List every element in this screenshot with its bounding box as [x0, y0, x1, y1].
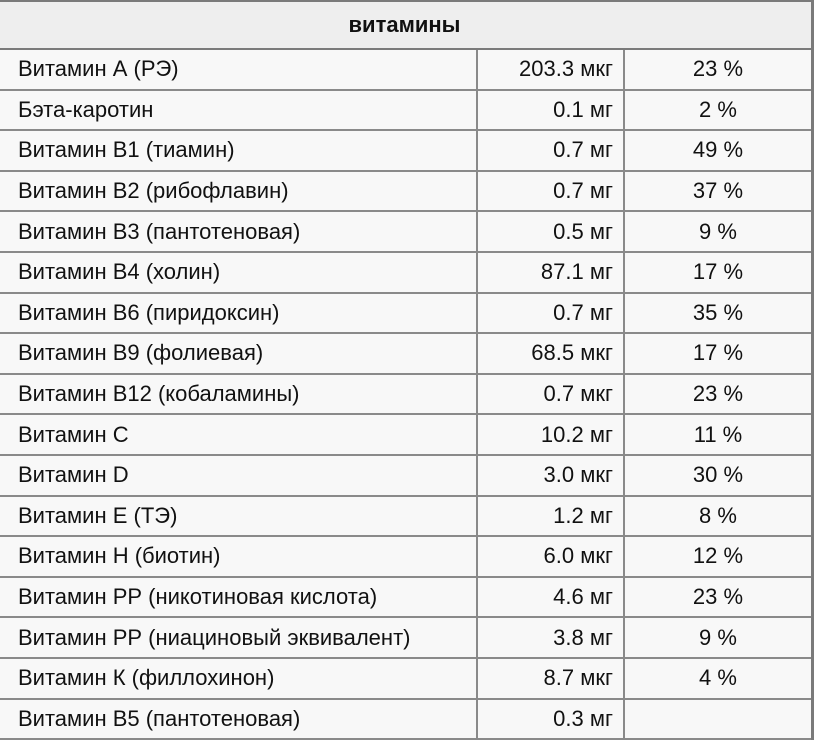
table-row: Витамин В4 (холин) 87.1 мг 17 % — [0, 251, 811, 294]
table-row: Витамин РР (ниациновый эквивалент) 3.8 мг… — [0, 617, 811, 659]
table-title: витамины — [0, 2, 811, 50]
vitamin-name-cell: Витамин Н (биотин) — [0, 536, 477, 578]
percent-cell: 12 % — [624, 536, 811, 578]
amount-cell: 68.5 мкг — [476, 333, 625, 375]
percent-cell: 23 % — [624, 49, 811, 91]
amount-cell: 10.2 мг — [476, 414, 625, 456]
percent-cell: 17 % — [624, 251, 811, 294]
amount-cell: 0.1 мг — [476, 89, 625, 132]
amount-cell: 1.2 мг — [476, 495, 625, 538]
table-row: Витамин В1 (тиамин) 0.7 мг 49 % — [0, 130, 811, 172]
percent-cell: 9 % — [624, 211, 811, 253]
amount-cell: 4.6 мг — [476, 576, 625, 619]
table-row: Витамин В12 (кобаламины) 0.7 мкг 23 % — [0, 373, 811, 416]
percent-cell: 9 % — [624, 617, 811, 659]
table-row: Витамин Е (ТЭ) 1.2 мг 8 % — [0, 495, 811, 538]
vitamin-name-cell: Витамин В3 (пантотеновая) — [0, 211, 477, 253]
vitamin-name-cell: Витамин С — [0, 414, 477, 456]
table-row: Витамин РР (никотиновая кислота) 4.6 мг 23… — [0, 576, 811, 619]
vitamin-name-cell: Витамин В5 (пантотеновая) — [0, 698, 477, 740]
percent-cell: 49 % — [624, 130, 811, 172]
amount-cell: 0.3 мг — [476, 698, 625, 740]
percent-cell: 8 % — [624, 495, 811, 538]
table-row: Витамин В5 (пантотеновая) 0.3 мг — [0, 698, 811, 740]
amount-cell: 3.0 мкг — [476, 454, 625, 497]
table-row: Витамин А (РЭ) 203.3 мкг 23 % — [0, 49, 811, 91]
amount-cell: 3.8 мг — [476, 617, 625, 659]
vitamin-name-cell: Витамин D — [0, 454, 477, 497]
percent-cell: 17 % — [624, 333, 811, 375]
vitamin-name-cell: Витамин РР (ниациновый эквивалент) — [0, 617, 477, 659]
percent-cell: 4 % — [624, 657, 811, 700]
percent-cell — [624, 698, 811, 740]
vitamin-name-cell: Витамин Е (ТЭ) — [0, 495, 477, 538]
amount-cell: 0.5 мг — [476, 211, 625, 253]
table-row: Витамин Н (биотин) 6.0 мкг 12 % — [0, 536, 811, 578]
amount-cell: 203.3 мкг — [476, 49, 625, 91]
vitamin-name-cell: Витамин К (филлохинон) — [0, 657, 477, 700]
vitamin-name-cell: Витамин В6 (пиридоксин) — [0, 292, 477, 335]
vitamin-name-cell: Витамин В4 (холин) — [0, 251, 477, 294]
percent-cell: 35 % — [624, 292, 811, 335]
vitamin-name-cell: Бэта-каротин — [0, 89, 477, 132]
vitamin-name-cell: Витамин В2 (рибофлавин) — [0, 170, 477, 213]
amount-cell: 6.0 мкг — [476, 536, 625, 578]
table-row: Витамин D 3.0 мкг 30 % — [0, 454, 811, 497]
vitamin-name-cell: Витамин В9 (фолиевая) — [0, 333, 477, 375]
table-row: Витамин В6 (пиридоксин) 0.7 мг 35 % — [0, 292, 811, 335]
table-row: Витамин В3 (пантотеновая) 0.5 мг 9 % — [0, 211, 811, 253]
vitamin-name-cell: Витамин В12 (кобаламины) — [0, 373, 477, 416]
percent-cell: 23 % — [624, 373, 811, 416]
percent-cell: 11 % — [624, 414, 811, 456]
amount-cell: 0.7 мг — [476, 170, 625, 213]
table-row: Витамин В9 (фолиевая) 68.5 мкг 17 % — [0, 333, 811, 375]
percent-cell: 2 % — [624, 89, 811, 132]
vitamin-name-cell: Витамин В1 (тиамин) — [0, 130, 477, 172]
amount-cell: 0.7 мг — [476, 292, 625, 335]
amount-cell: 0.7 мкг — [476, 373, 625, 416]
percent-cell: 23 % — [624, 576, 811, 619]
table-row: Бэта-каротин 0.1 мг 2 % — [0, 89, 811, 132]
amount-cell: 8.7 мкг — [476, 657, 625, 700]
table-row: Витамин К (филлохинон) 8.7 мкг 4 % — [0, 657, 811, 700]
amount-cell: 0.7 мг — [476, 130, 625, 172]
table-row: Витамин С 10.2 мг 11 % — [0, 414, 811, 456]
vitamin-name-cell: Витамин РР (никотиновая кислота) — [0, 576, 477, 619]
vitamin-name-cell: Витамин А (РЭ) — [0, 49, 477, 91]
percent-cell: 30 % — [624, 454, 811, 497]
amount-cell: 87.1 мг — [476, 251, 625, 294]
table-row: Витамин В2 (рибофлавин) 0.7 мг 37 % — [0, 170, 811, 213]
percent-cell: 37 % — [624, 170, 811, 213]
table-header-row: витамины — [0, 2, 811, 50]
